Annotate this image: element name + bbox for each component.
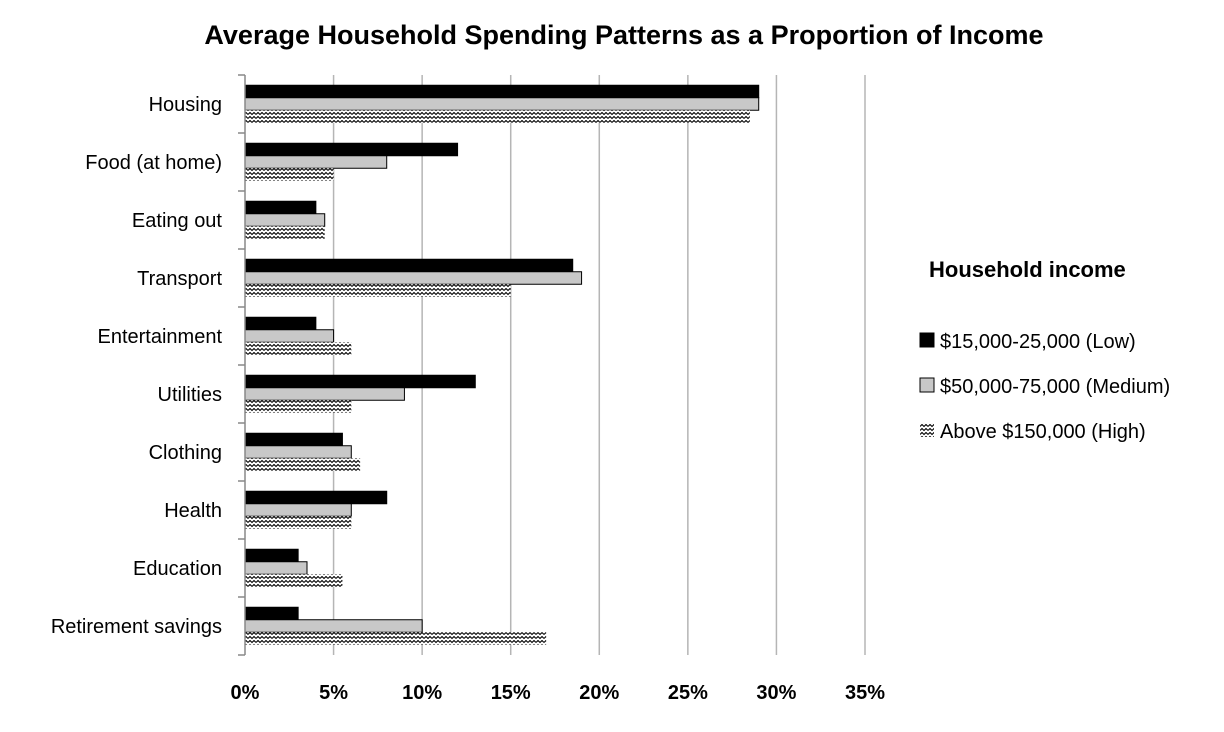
- bar-medium: [244, 561, 308, 575]
- bar-medium: [244, 619, 423, 633]
- legend-title: Household income: [929, 257, 1126, 282]
- x-tick-label: 20%: [579, 682, 619, 704]
- bar-low: [244, 316, 317, 331]
- x-tick-label: 10%: [402, 682, 442, 704]
- x-tick-label: 15%: [491, 682, 531, 704]
- legend-label-low: $15,000-25,000 (Low): [940, 331, 1136, 353]
- category-label: Health: [164, 500, 222, 522]
- bar-high: [245, 516, 352, 529]
- legend-swatch-low: [919, 332, 935, 348]
- bar-high: [245, 168, 334, 181]
- category-label: Food (at home): [85, 152, 222, 174]
- bar-medium: [244, 503, 352, 517]
- legend-label-medium: $50,000-75,000 (Medium): [940, 376, 1170, 398]
- legend-swatch-medium: [919, 377, 935, 393]
- bar-medium: [244, 329, 335, 343]
- x-tick-label: 30%: [756, 682, 796, 704]
- bar-high: [245, 110, 750, 123]
- x-tick-label: 0%: [231, 682, 260, 704]
- bar-low: [244, 374, 476, 389]
- legend-label-high: Above $150,000 (High): [940, 421, 1146, 443]
- bar-low: [244, 606, 299, 621]
- category-label: Transport: [137, 268, 222, 290]
- bar-high: [245, 226, 325, 239]
- category-label: Clothing: [149, 442, 222, 464]
- legend-swatch-high: [920, 423, 934, 437]
- bar-low: [244, 258, 574, 273]
- bar-medium: [244, 445, 352, 459]
- bar-low: [244, 490, 388, 505]
- bar-high: [245, 400, 352, 413]
- x-tick-label: 5%: [319, 682, 348, 704]
- bar-high: [245, 632, 547, 645]
- category-label: Eating out: [132, 210, 223, 232]
- legend: Household income $15,000-25,000 (Low) $5…: [919, 257, 1170, 443]
- category-label: Education: [133, 558, 222, 580]
- bar-medium: [244, 271, 583, 285]
- bar-medium: [244, 97, 760, 111]
- bar-low: [244, 432, 343, 447]
- bar-low: [244, 142, 459, 157]
- bar-high: [245, 574, 343, 587]
- category-label: Utilities: [158, 384, 222, 406]
- bars: [244, 84, 760, 645]
- bar-high: [245, 284, 511, 297]
- category-label: Housing: [149, 94, 222, 116]
- axes: 0% 5% 10% 15% 20% 25% 30% 35% Housing Food (at ho…: [51, 74, 885, 704]
- bar-medium: [244, 155, 388, 169]
- bar-medium: [244, 387, 405, 401]
- bar-low: [244, 548, 299, 563]
- x-tick-label: 25%: [668, 682, 708, 704]
- bar-low: [244, 84, 760, 99]
- chart-title: Average Household Spending Patterns as a…: [204, 20, 1043, 50]
- category-label: Retirement savings: [51, 616, 222, 638]
- bar-high: [245, 458, 361, 471]
- bar-medium: [244, 213, 326, 227]
- bar-high: [245, 342, 352, 355]
- category-label: Entertainment: [97, 326, 222, 348]
- grid-lines: [332, 75, 866, 655]
- bar-low: [244, 200, 317, 215]
- x-tick-label: 35%: [845, 682, 885, 704]
